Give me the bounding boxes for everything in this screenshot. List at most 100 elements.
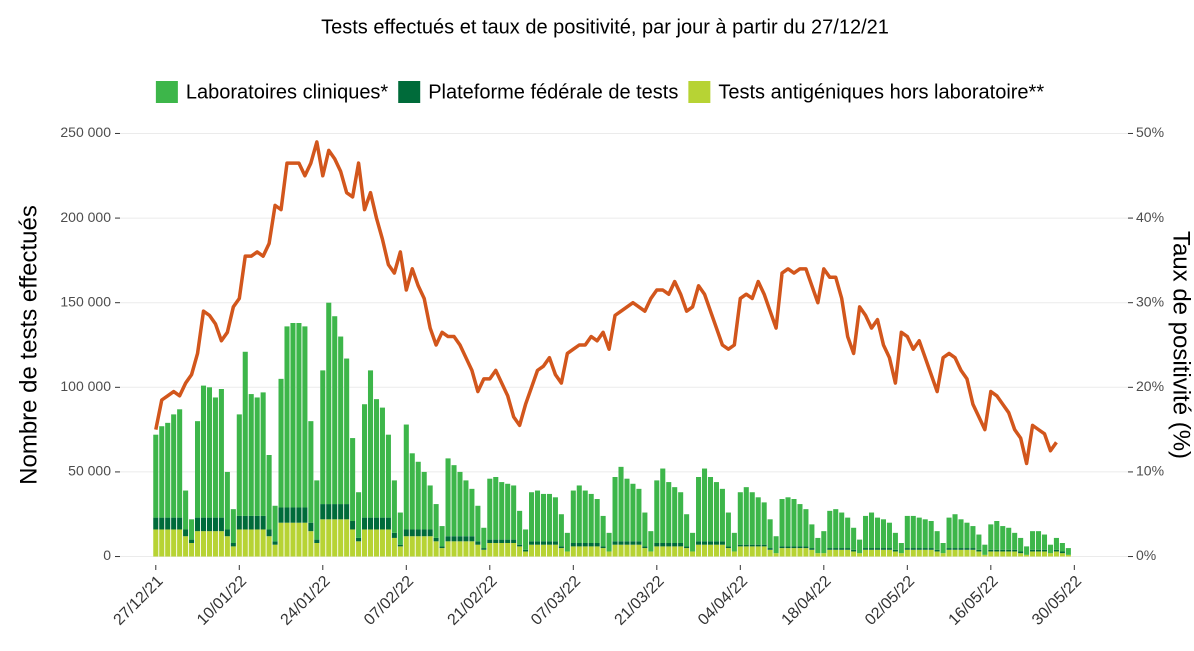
bar-segment [290,323,296,508]
bar-segment [713,482,719,542]
bar-segment [1065,554,1071,557]
bar-segment [880,549,886,557]
bar-segment [499,543,505,557]
bar-segment [570,490,576,543]
bar-segment [356,537,362,542]
bar-segment [886,548,892,550]
bar-segment [934,551,940,557]
bar-segment [678,543,684,547]
bar-segment [469,488,475,537]
bar-segment [236,529,242,557]
bar-segment [552,541,558,545]
bar-segment [684,546,690,549]
bar-segment [988,524,994,550]
bar-segment [433,504,439,538]
bar-segment [391,537,397,557]
bar-segment [529,492,535,542]
bar-segment [409,536,415,557]
bar-segment [857,553,863,557]
bar-segment [373,517,380,530]
bar-segment [600,515,606,547]
bar-segment [791,499,797,547]
bar-segment [302,507,308,523]
bar-segment [809,548,815,550]
bar-segment [254,397,260,516]
bar-segment [362,529,368,557]
bar-segment [582,546,588,557]
bar-segment [224,471,230,530]
bar-segment [439,548,445,557]
bar-segment [183,536,189,557]
bar-segment [761,502,767,545]
bar-segment [952,514,958,549]
bar-segment [678,546,684,557]
bar-segment [367,517,374,530]
bar-segment [630,483,636,542]
bar-segment [153,434,159,518]
bar-segment [684,514,690,547]
bar-segment [701,468,708,542]
bar-segment [982,554,988,557]
bar-segment [165,422,171,518]
bar-segment [379,517,385,530]
bar-segment [809,524,815,549]
bar-segment [851,549,857,552]
bar-segment [153,529,159,557]
bar-segment [588,493,594,543]
bar-segment [230,543,236,547]
bar-segment [475,544,481,557]
x-tick-label: 30/05/22 [1029,573,1085,629]
bar-segment [803,509,809,547]
y2-axis-label: Taux de positivité (%) [1168,231,1194,459]
bar-segment [212,517,218,532]
bar-segment [314,543,320,557]
x-tick-label: 24/01/22 [278,573,334,629]
bar-segment [737,546,743,557]
bar-segment [266,529,272,537]
bar-segment [564,551,570,557]
bar-segment [624,478,630,542]
bar-segment [523,529,529,550]
bar-segment [159,529,165,557]
bar-segment [529,541,535,545]
bar-segment [540,493,547,542]
bar-segment [630,544,636,557]
bar-segment [666,482,672,543]
bar-segment [236,414,242,516]
bar-segment [707,541,714,545]
bar-segment [845,517,851,549]
bar-segment [636,544,642,557]
bar-segment [845,549,851,557]
bar-segment [958,548,964,550]
bar-segment [409,529,415,537]
bar-segment [946,549,952,557]
bar-segment [1065,548,1071,555]
bar-segment [654,546,660,557]
bar-segment [934,531,940,550]
bar-segment [642,546,648,549]
bar-segment [165,529,171,557]
bar-segment [505,543,511,557]
bar-segment [857,539,863,554]
bar-segment [600,548,606,557]
bar-segment [469,541,475,557]
bar-segment [797,546,803,549]
bar-segment [868,512,875,549]
bar-segment [177,517,183,530]
bar-segment [654,543,660,547]
bar-segment [487,478,493,540]
bar-segment [1000,549,1006,552]
bar-segment [743,544,749,547]
legend-label: Plateforme fédérale de tests [428,81,678,103]
bar-segment [206,517,213,532]
bar-segment [314,480,320,540]
legend-swatch [398,81,421,103]
bar-segment [356,492,362,538]
bar-segment [415,536,421,557]
bar-segment [1024,554,1030,557]
bar-segment [570,543,576,547]
bar-segment [350,438,356,521]
bar-segment [785,497,791,547]
y2-tick-label: 30% [1136,293,1164,309]
bar-segment [594,499,600,543]
